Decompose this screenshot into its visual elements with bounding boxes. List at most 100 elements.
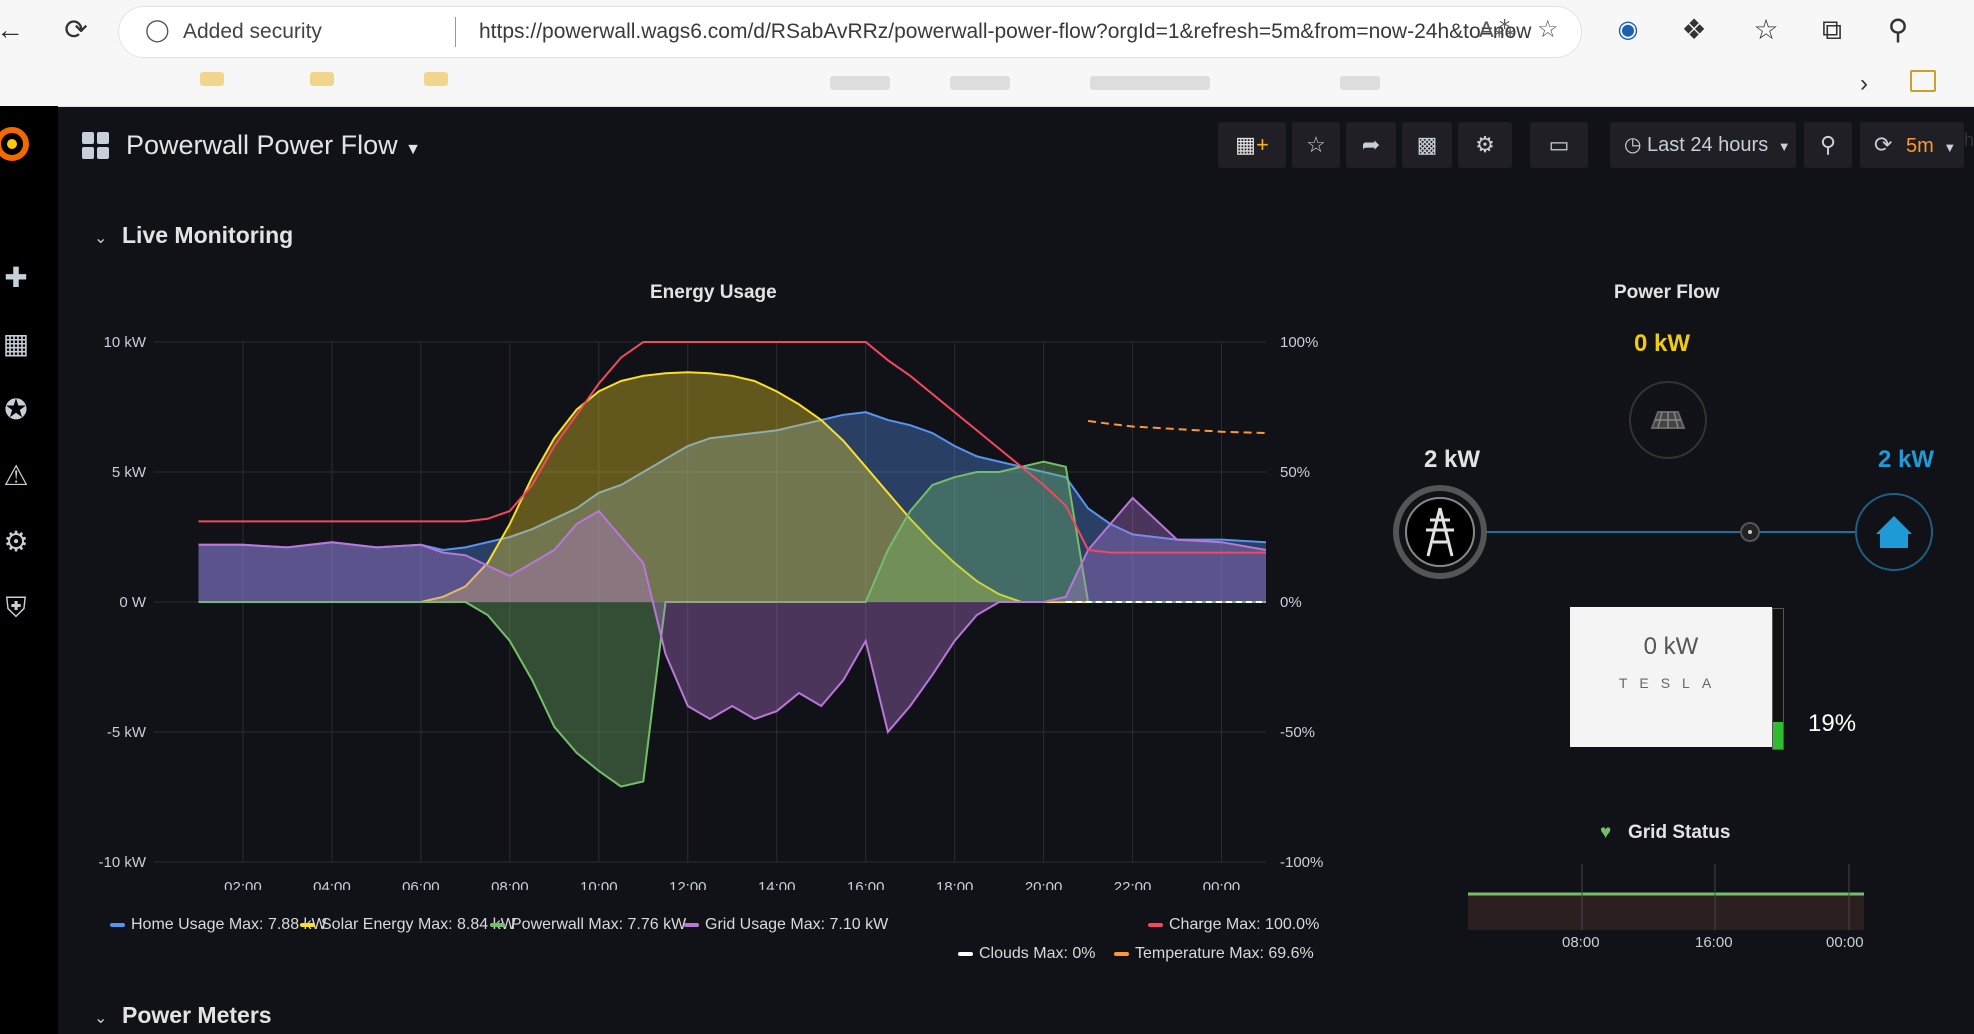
- bookmark-folder[interactable]: [200, 72, 224, 86]
- favorites-icon[interactable]: ☆: [1753, 14, 1779, 45]
- x-tick-label: 20:00: [1025, 879, 1063, 890]
- browser-toolbar: ← ⟳ ◯ Added security https://powerwall.w…: [0, 0, 1974, 64]
- read-aloud-icon[interactable]: A⁂: [1479, 17, 1516, 42]
- bookmark-folder[interactable]: [424, 72, 448, 86]
- x-tick-label: 14:00: [758, 879, 796, 890]
- panel-title-grid-status[interactable]: Grid Status: [1628, 822, 1731, 843]
- y2-tick-label: -100%: [1280, 854, 1323, 871]
- row-title-live-monitoring[interactable]: Live Monitoring: [122, 222, 293, 249]
- x-tick-label: 00:00: [1203, 879, 1241, 890]
- favorite-add-icon[interactable]: ☆: [1537, 16, 1559, 43]
- gear-icon[interactable]: ⚙: [3, 526, 29, 557]
- tv-mode-button[interactable]: ▭: [1530, 122, 1588, 168]
- share-button[interactable]: ➦: [1346, 122, 1396, 168]
- solar-value: 0 kW: [1634, 330, 1691, 357]
- grid-usage-area: [198, 498, 1266, 732]
- legend-max: Max: 8.84 kW: [417, 916, 516, 933]
- powerwall-value: 0 kW: [1643, 633, 1699, 660]
- grid-tick-label: 16:00: [1695, 934, 1733, 951]
- star-button[interactable]: ☆: [1292, 122, 1340, 168]
- plus-icon[interactable]: ✚: [4, 262, 28, 293]
- time-range-label: Last 24 hours: [1647, 134, 1769, 156]
- bookmark-item[interactable]: [830, 76, 890, 90]
- time-range-picker[interactable]: ◷ Last 24 hours ▼: [1610, 122, 1796, 168]
- legend-label: Solar Energy: [321, 916, 418, 933]
- y2-tick-label: 50%: [1280, 464, 1310, 481]
- legend-max: Max: 7.10 kW: [790, 916, 889, 933]
- dashboard-title-text: Powerwall Power Flow: [126, 130, 398, 160]
- dashboards-icon[interactable]: ▦: [2, 328, 30, 359]
- bookmark-folder[interactable]: [310, 72, 334, 86]
- chevron-right-icon[interactable]: ›: [1860, 70, 1868, 97]
- legend-label: Temperature: [1135, 945, 1230, 962]
- back-icon[interactable]: ←: [0, 14, 24, 45]
- chevron-down-icon[interactable]: ⌄: [94, 230, 108, 247]
- zoom-out-button[interactable]: ⚲: [1804, 122, 1852, 168]
- security-label: Added security: [183, 20, 322, 43]
- bookmarks-bar: › Oth: [0, 64, 1974, 150]
- extensions-icon[interactable]: ❖: [1681, 14, 1707, 45]
- folder-icon: [1910, 70, 1936, 92]
- add-panel-button[interactable]: ▦+: [1218, 122, 1286, 168]
- save-icon: ▩: [1416, 132, 1438, 157]
- legend-swatch: [300, 922, 315, 927]
- save-button[interactable]: ▩: [1402, 122, 1452, 168]
- bookmark-item[interactable]: [1090, 76, 1210, 90]
- add-panel-icon: ▦+: [1235, 132, 1269, 157]
- share-icon: ➦: [1361, 132, 1381, 157]
- grafana-logo-icon[interactable]: [0, 120, 34, 166]
- grid-usage-line: [198, 496, 1267, 735]
- grid-status-chart[interactable]: [1460, 860, 1880, 960]
- row-title-live-monitoring-text: Live Monitoring: [122, 222, 294, 248]
- dashboard-title[interactable]: Powerwall Power Flow ▼: [126, 130, 421, 161]
- legend-swatch: [1114, 951, 1129, 956]
- legend-item[interactable]: Charge Max: 100.0%: [1148, 916, 1319, 934]
- legend-swatch: [110, 922, 125, 927]
- x-tick-label: 08:00: [491, 879, 529, 890]
- reload-icon[interactable]: ⟳: [64, 14, 88, 45]
- legend-item[interactable]: Powerwall Max: 7.76 kW: [490, 916, 686, 934]
- solar-panel-icon: [1629, 381, 1707, 459]
- powerwall-area: [198, 461, 1266, 787]
- shield-icon[interactable]: ⛨: [5, 592, 27, 623]
- legend-item[interactable]: Home Usage Max: 7.88 kW: [110, 916, 327, 934]
- url-text[interactable]: https://powerwall.wags6.com/d/RSabAvRRz/…: [479, 20, 1532, 43]
- x-tick-label: 04:00: [313, 879, 351, 890]
- legend-max: Max: 0%: [1033, 945, 1096, 962]
- legend-swatch: [490, 922, 505, 927]
- x-tick-label: 16:00: [847, 879, 885, 890]
- collections-icon[interactable]: ⧉: [1822, 14, 1842, 45]
- monitor-icon: ▭: [1548, 132, 1570, 157]
- solar-energy-area: [198, 372, 1266, 602]
- legend-item[interactable]: Grid Usage Max: 7.10 kW: [684, 916, 888, 934]
- clock-icon: ◷: [1624, 134, 1642, 156]
- refresh-interval: 5m: [1906, 135, 1934, 157]
- explore-icon[interactable]: ✪: [4, 394, 28, 425]
- legend-item[interactable]: Temperature Max: 69.6%: [1114, 945, 1314, 963]
- chevron-down-icon[interactable]: ⌄: [94, 1010, 108, 1027]
- bookmark-item[interactable]: [950, 76, 1010, 90]
- legend-swatch: [684, 922, 699, 927]
- legend-item[interactable]: Solar Energy Max: 8.84 kW: [300, 916, 516, 934]
- panel-title-energy-usage[interactable]: Energy Usage: [650, 282, 777, 303]
- settings-button[interactable]: ⚙: [1458, 122, 1512, 168]
- row-title-power-meters[interactable]: Power Meters: [122, 1002, 272, 1029]
- caret-down-icon: ▼: [1943, 140, 1957, 155]
- legend-max: Max: 7.76 kW: [588, 916, 687, 933]
- shield-icon: ◯: [145, 17, 170, 42]
- y-tick-label: 10 kW: [103, 334, 146, 351]
- zoom-out-icon: ⚲: [1819, 132, 1837, 157]
- legend-label: Home Usage: [131, 916, 229, 933]
- legend-label: Charge: [1169, 916, 1226, 933]
- bookmark-item[interactable]: [1340, 76, 1380, 90]
- powerwall-line: [198, 460, 1266, 788]
- bell-icon[interactable]: ⚠: [3, 460, 29, 491]
- solar-energy-line: [198, 371, 1266, 603]
- legend-item[interactable]: Clouds Max: 0%: [958, 945, 1096, 963]
- rewards-icon[interactable]: ⚲: [1887, 14, 1909, 45]
- address-bar[interactable]: ◯ Added security https://powerwall.wags6…: [118, 6, 1582, 58]
- energy-usage-chart[interactable]: 10 kW 5 kW 0 W -5 kW -10 kW 100% 50% 0% -50% -100…: [80, 320, 1340, 890]
- panel-title-power-flow[interactable]: Power Flow: [1614, 282, 1720, 303]
- refresh-picker[interactable]: ⟳ 5m ▼: [1860, 122, 1964, 168]
- password-manager-icon[interactable]: ◉: [1617, 16, 1639, 43]
